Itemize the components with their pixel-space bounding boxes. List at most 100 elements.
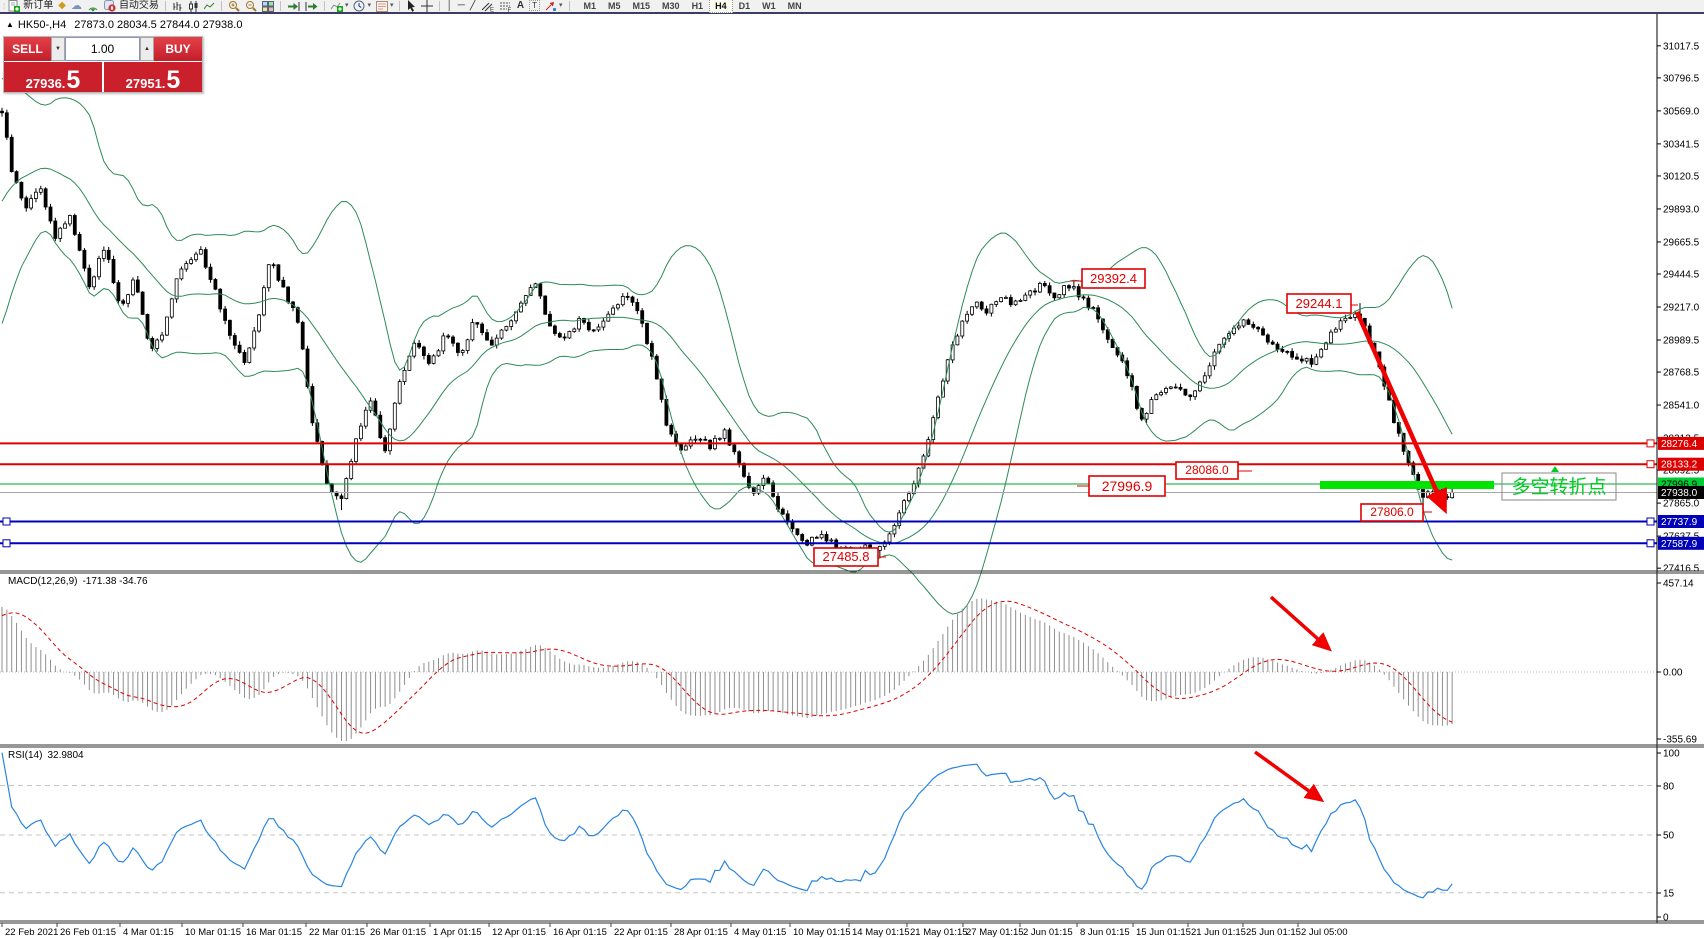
trend-arrow-rsi[interactable] bbox=[1253, 750, 1325, 803]
timeframe-mn[interactable]: MN bbox=[787, 1, 802, 11]
chart-shift-icon[interactable] bbox=[303, 0, 320, 12]
timeframe-w1[interactable]: W1 bbox=[762, 1, 776, 11]
periods-icon[interactable]: ▾ bbox=[351, 0, 373, 12]
svg-text:29665.5: 29665.5 bbox=[1663, 237, 1700, 248]
svg-text:16 Mar 01:15: 16 Mar 01:15 bbox=[246, 927, 302, 938]
dropdown-arrow-icon[interactable]: ▾ bbox=[367, 2, 371, 9]
timeframe-m5[interactable]: M5 bbox=[608, 1, 621, 11]
text-icon[interactable]: A bbox=[515, 0, 526, 12]
candlestick-series[interactable] bbox=[0, 107, 1454, 559]
trendline-icon[interactable]: ╱ bbox=[468, 0, 478, 12]
hline-handle[interactable] bbox=[1646, 460, 1655, 469]
svg-text:28768.5: 28768.5 bbox=[1663, 368, 1700, 379]
note-annotation[interactable]: 多空转折点 bbox=[1501, 466, 1617, 501]
svg-text:28541.0: 28541.0 bbox=[1663, 401, 1700, 412]
callout-27485.8[interactable] bbox=[813, 547, 879, 567]
trend-arrow-macd[interactable] bbox=[1269, 595, 1332, 652]
autotrading-button[interactable]: 自动交易 bbox=[102, 0, 161, 12]
new-order-button[interactable]: 新订单 bbox=[6, 0, 55, 12]
candlestick-chart-icon[interactable] bbox=[186, 0, 201, 12]
timeframe-h4[interactable]: H4 bbox=[709, 0, 733, 13]
volume-down-button[interactable]: ▼ bbox=[51, 37, 65, 61]
svg-text:29392.4: 29392.4 bbox=[1090, 271, 1137, 286]
svg-text:27938.0: 27938.0 bbox=[1661, 488, 1698, 499]
cursor-icon[interactable] bbox=[404, 0, 418, 12]
zoom-in-icon[interactable] bbox=[226, 0, 242, 12]
collapse-one-click-icon[interactable]: ▲ bbox=[6, 20, 14, 29]
market-watch-icon[interactable]: ◆ bbox=[56, 0, 68, 12]
svg-text:26 Mar 01:15: 26 Mar 01:15 bbox=[370, 927, 426, 938]
vertical-line-icon[interactable]: │ bbox=[444, 0, 454, 12]
callout-28086.0[interactable] bbox=[1175, 461, 1239, 480]
dropdown-arrow-icon[interactable]: ▾ bbox=[344, 2, 349, 9]
line-chart-icon[interactable] bbox=[202, 0, 217, 12]
volume-up-button[interactable]: ▲ bbox=[140, 37, 154, 61]
horizontal-line-icon[interactable]: ─ bbox=[456, 0, 467, 12]
arrows-icon[interactable]: ▾ bbox=[543, 0, 565, 12]
timeframe-m15[interactable]: M15 bbox=[632, 1, 651, 11]
timeframe-h1[interactable]: H1 bbox=[691, 1, 704, 11]
svg-text:27 May 01:15: 27 May 01:15 bbox=[966, 927, 1024, 938]
toolbar-separator bbox=[164, 1, 166, 11]
svg-text:29444.5: 29444.5 bbox=[1663, 270, 1700, 281]
timeframe-d1[interactable]: D1 bbox=[738, 1, 751, 11]
sell-price-pip: 5 bbox=[66, 66, 81, 94]
timeframe-m30[interactable]: M30 bbox=[662, 1, 680, 11]
hline-handle[interactable] bbox=[1646, 439, 1655, 448]
hline-handle[interactable] bbox=[1646, 517, 1655, 526]
hline-handle[interactable] bbox=[2, 539, 11, 548]
indicators-icon[interactable]: ▾ bbox=[329, 0, 351, 12]
svg-text:2 Jun 01:15: 2 Jun 01:15 bbox=[1023, 927, 1073, 938]
dropdown-arrow-icon[interactable]: ▾ bbox=[389, 2, 394, 9]
fibonacci-icon[interactable]: F bbox=[497, 0, 514, 12]
dropdown-arrow-icon[interactable]: ▾ bbox=[558, 2, 563, 9]
buy-button[interactable]: BUY bbox=[154, 37, 202, 61]
svg-text:16 Apr 01:15: 16 Apr 01:15 bbox=[553, 927, 607, 938]
svg-text:0: 0 bbox=[1663, 913, 1669, 924]
turning-point-highlight-bar[interactable] bbox=[1320, 481, 1494, 489]
horizontal-level-lines[interactable] bbox=[0, 439, 1657, 548]
label-icon[interactable]: T bbox=[527, 0, 542, 12]
callout-27996.9[interactable] bbox=[1088, 475, 1166, 497]
trend-arrow-main[interactable] bbox=[1354, 311, 1447, 515]
trend-arrows[interactable] bbox=[1253, 311, 1447, 803]
crosshair-icon[interactable] bbox=[419, 0, 435, 12]
bollinger-bands bbox=[1, 76, 1453, 615]
bar-chart-icon[interactable] bbox=[170, 0, 185, 12]
svg-text:30796.5: 30796.5 bbox=[1663, 73, 1700, 84]
svg-text:21 Jun 01:15: 21 Jun 01:15 bbox=[1191, 927, 1246, 938]
timeframe-m1[interactable]: M1 bbox=[583, 1, 597, 11]
callout-27806.0[interactable] bbox=[1360, 503, 1424, 522]
timeframe-switcher: M1 M5 M15 M30 H1 H4 D1 W1 MN bbox=[578, 0, 808, 13]
chartshift-glyph bbox=[305, 1, 318, 12]
textA-glyph: A bbox=[516, 0, 525, 11]
price-callouts[interactable]: 29392.4 29244.1 28086.0 27996.9 27806.0 27485… bbox=[813, 268, 1432, 567]
zoom-out-icon[interactable] bbox=[243, 0, 259, 12]
svg-text:29244.1: 29244.1 bbox=[1296, 296, 1343, 311]
buy-price-display[interactable]: 27951. 5 bbox=[104, 62, 202, 93]
callout-29392.4[interactable] bbox=[1081, 268, 1146, 289]
volume-input[interactable] bbox=[65, 37, 140, 61]
auto-scroll-icon[interactable] bbox=[285, 0, 302, 12]
fibo-glyph: F bbox=[499, 1, 512, 12]
callout-29244.1[interactable] bbox=[1286, 293, 1352, 314]
svg-text:457.14: 457.14 bbox=[1663, 579, 1694, 590]
svg-text:25 Jun 01:15: 25 Jun 01:15 bbox=[1246, 927, 1301, 938]
tile-windows-icon[interactable] bbox=[260, 0, 276, 12]
one-click-trading-panel: SELL ▼ ▲ BUY 27936.5 27951.5 bbox=[3, 36, 203, 93]
toolbar-separator bbox=[568, 1, 570, 11]
sell-price-display[interactable]: 27936. 5 bbox=[4, 62, 102, 94]
svg-text:30569.0: 30569.0 bbox=[1663, 106, 1700, 117]
svg-text:31017.5: 31017.5 bbox=[1663, 41, 1700, 52]
hline-handle[interactable] bbox=[1646, 539, 1655, 548]
svg-text:0.00: 0.00 bbox=[1663, 668, 1683, 679]
templates-icon[interactable]: ▾ bbox=[374, 0, 396, 12]
equidistant-channel-icon[interactable]: E bbox=[479, 0, 496, 12]
hline-handle[interactable] bbox=[2, 517, 11, 526]
signals-icon[interactable] bbox=[85, 0, 101, 12]
data-window-icon[interactable]: ☁ bbox=[69, 0, 84, 12]
bollinger-middle bbox=[1, 167, 1453, 545]
sell-button[interactable]: SELL bbox=[4, 37, 51, 61]
